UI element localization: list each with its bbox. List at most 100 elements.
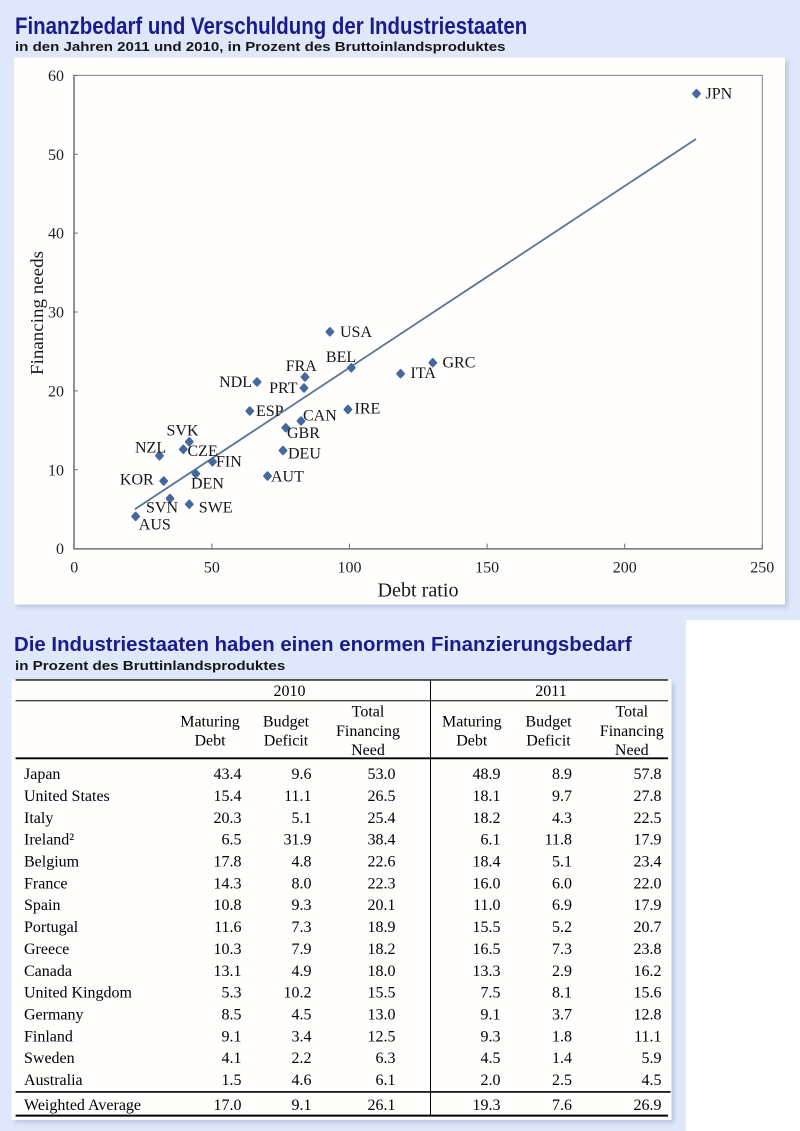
svg-text:27.8: 27.8 (634, 788, 662, 805)
svg-text:12.8: 12.8 (634, 1007, 662, 1024)
svg-text:8.5: 8.5 (222, 1007, 242, 1024)
svg-text:6.5: 6.5 (222, 832, 242, 849)
svg-text:7.5: 7.5 (481, 985, 501, 1002)
svg-text:150: 150 (475, 560, 499, 577)
svg-text:4.1: 4.1 (222, 1050, 242, 1067)
svg-text:KOR: KOR (120, 472, 154, 489)
svg-text:GRC: GRC (443, 355, 476, 372)
svg-text:United States: United States (24, 788, 110, 805)
svg-text:Weighted Average: Weighted Average (24, 1097, 141, 1114)
svg-text:7.3: 7.3 (292, 919, 312, 936)
svg-text:17.9: 17.9 (634, 832, 662, 849)
svg-text:9.7: 9.7 (552, 788, 572, 805)
svg-text:9.6: 9.6 (292, 766, 312, 783)
svg-text:60: 60 (48, 68, 64, 85)
svg-text:2010: 2010 (274, 683, 306, 700)
svg-text:17.8: 17.8 (214, 854, 242, 871)
svg-text:15.4: 15.4 (214, 788, 242, 805)
svg-text:8.9: 8.9 (552, 766, 572, 783)
svg-text:6.0: 6.0 (552, 875, 572, 892)
svg-text:4.5: 4.5 (292, 1007, 312, 1024)
svg-text:6.1: 6.1 (376, 1072, 396, 1089)
svg-text:NDL: NDL (219, 374, 252, 391)
svg-text:5.1: 5.1 (292, 810, 312, 827)
svg-text:Financing: Financing (336, 723, 400, 740)
svg-text:6.9: 6.9 (552, 897, 572, 914)
svg-text:18.4: 18.4 (473, 854, 501, 871)
svg-text:18.9: 18.9 (368, 919, 396, 936)
svg-text:JPN: JPN (706, 86, 733, 103)
svg-text:2.2: 2.2 (292, 1050, 312, 1067)
svg-text:Budget: Budget (263, 713, 310, 730)
svg-text:4.6: 4.6 (292, 1072, 312, 1089)
svg-text:200: 200 (613, 560, 637, 577)
svg-text:11.1: 11.1 (634, 1028, 661, 1045)
svg-text:CZE: CZE (188, 443, 218, 460)
svg-text:20.3: 20.3 (214, 810, 242, 827)
svg-text:11.0: 11.0 (473, 897, 500, 914)
svg-text:Deficit: Deficit (264, 733, 309, 750)
svg-text:BEL: BEL (326, 349, 356, 366)
svg-text:7.6: 7.6 (552, 1097, 572, 1114)
svg-text:15.6: 15.6 (634, 985, 662, 1002)
svg-text:26.1: 26.1 (368, 1097, 396, 1114)
svg-text:0: 0 (70, 560, 78, 577)
svg-text:15.5: 15.5 (368, 985, 396, 1002)
svg-text:14.3: 14.3 (214, 875, 242, 892)
svg-text:Belgium: Belgium (24, 854, 80, 871)
svg-text:5.2: 5.2 (552, 919, 572, 936)
svg-text:Sweden: Sweden (24, 1050, 75, 1067)
svg-text:2.0: 2.0 (481, 1072, 501, 1089)
svg-text:9.1: 9.1 (292, 1097, 312, 1114)
svg-text:20.7: 20.7 (634, 919, 662, 936)
svg-text:25.4: 25.4 (368, 810, 396, 827)
svg-text:10.3: 10.3 (214, 941, 242, 958)
svg-text:Debt: Debt (194, 733, 226, 750)
svg-text:10.2: 10.2 (284, 985, 312, 1002)
svg-text:0: 0 (56, 541, 64, 558)
svg-text:USA: USA (340, 324, 372, 341)
svg-text:16.2: 16.2 (634, 963, 662, 980)
svg-text:Portugal: Portugal (24, 919, 79, 936)
svg-text:SVN: SVN (146, 500, 178, 517)
svg-text:48.9: 48.9 (473, 766, 501, 783)
svg-text:AUT: AUT (271, 469, 304, 486)
svg-text:11.1: 11.1 (284, 788, 311, 805)
svg-text:4.5: 4.5 (642, 1072, 662, 1089)
svg-text:DEU: DEU (288, 446, 321, 463)
svg-text:15.5: 15.5 (473, 919, 501, 936)
svg-text:ITA: ITA (411, 365, 437, 382)
svg-text:Greece: Greece (24, 941, 69, 958)
svg-text:20.1: 20.1 (368, 897, 396, 914)
svg-text:Germany: Germany (24, 1007, 84, 1024)
svg-text:Finland: Finland (24, 1028, 73, 1045)
svg-text:53.0: 53.0 (368, 766, 396, 783)
svg-text:9.1: 9.1 (481, 1007, 501, 1024)
svg-text:SWE: SWE (199, 500, 233, 517)
svg-text:31.9: 31.9 (284, 832, 312, 849)
svg-text:Need: Need (615, 742, 649, 759)
svg-text:9.3: 9.3 (481, 1028, 501, 1045)
svg-text:Maturing: Maturing (180, 713, 240, 730)
svg-text:250: 250 (750, 560, 774, 577)
svg-text:13.3: 13.3 (473, 963, 501, 980)
svg-text:6.3: 6.3 (376, 1050, 396, 1067)
svg-text:4.5: 4.5 (481, 1050, 501, 1067)
svg-text:Australia: Australia (24, 1072, 83, 1089)
svg-text:IRE: IRE (355, 401, 381, 418)
svg-text:40: 40 (48, 226, 64, 243)
svg-text:9.1: 9.1 (222, 1028, 242, 1045)
svg-text:38.4: 38.4 (368, 832, 396, 849)
svg-text:10: 10 (48, 462, 64, 479)
svg-text:Total: Total (615, 704, 648, 721)
svg-text:Deficit: Deficit (526, 733, 571, 750)
svg-text:50: 50 (204, 560, 220, 577)
svg-text:30: 30 (48, 305, 64, 322)
svg-text:18.0: 18.0 (368, 963, 396, 980)
svg-text:19.3: 19.3 (473, 1097, 501, 1114)
svg-text:Italy: Italy (24, 810, 53, 827)
svg-text:16.0: 16.0 (473, 875, 501, 892)
svg-text:Japan: Japan (24, 766, 60, 783)
svg-text:1.8: 1.8 (552, 1028, 572, 1045)
svg-text:23.8: 23.8 (634, 941, 662, 958)
